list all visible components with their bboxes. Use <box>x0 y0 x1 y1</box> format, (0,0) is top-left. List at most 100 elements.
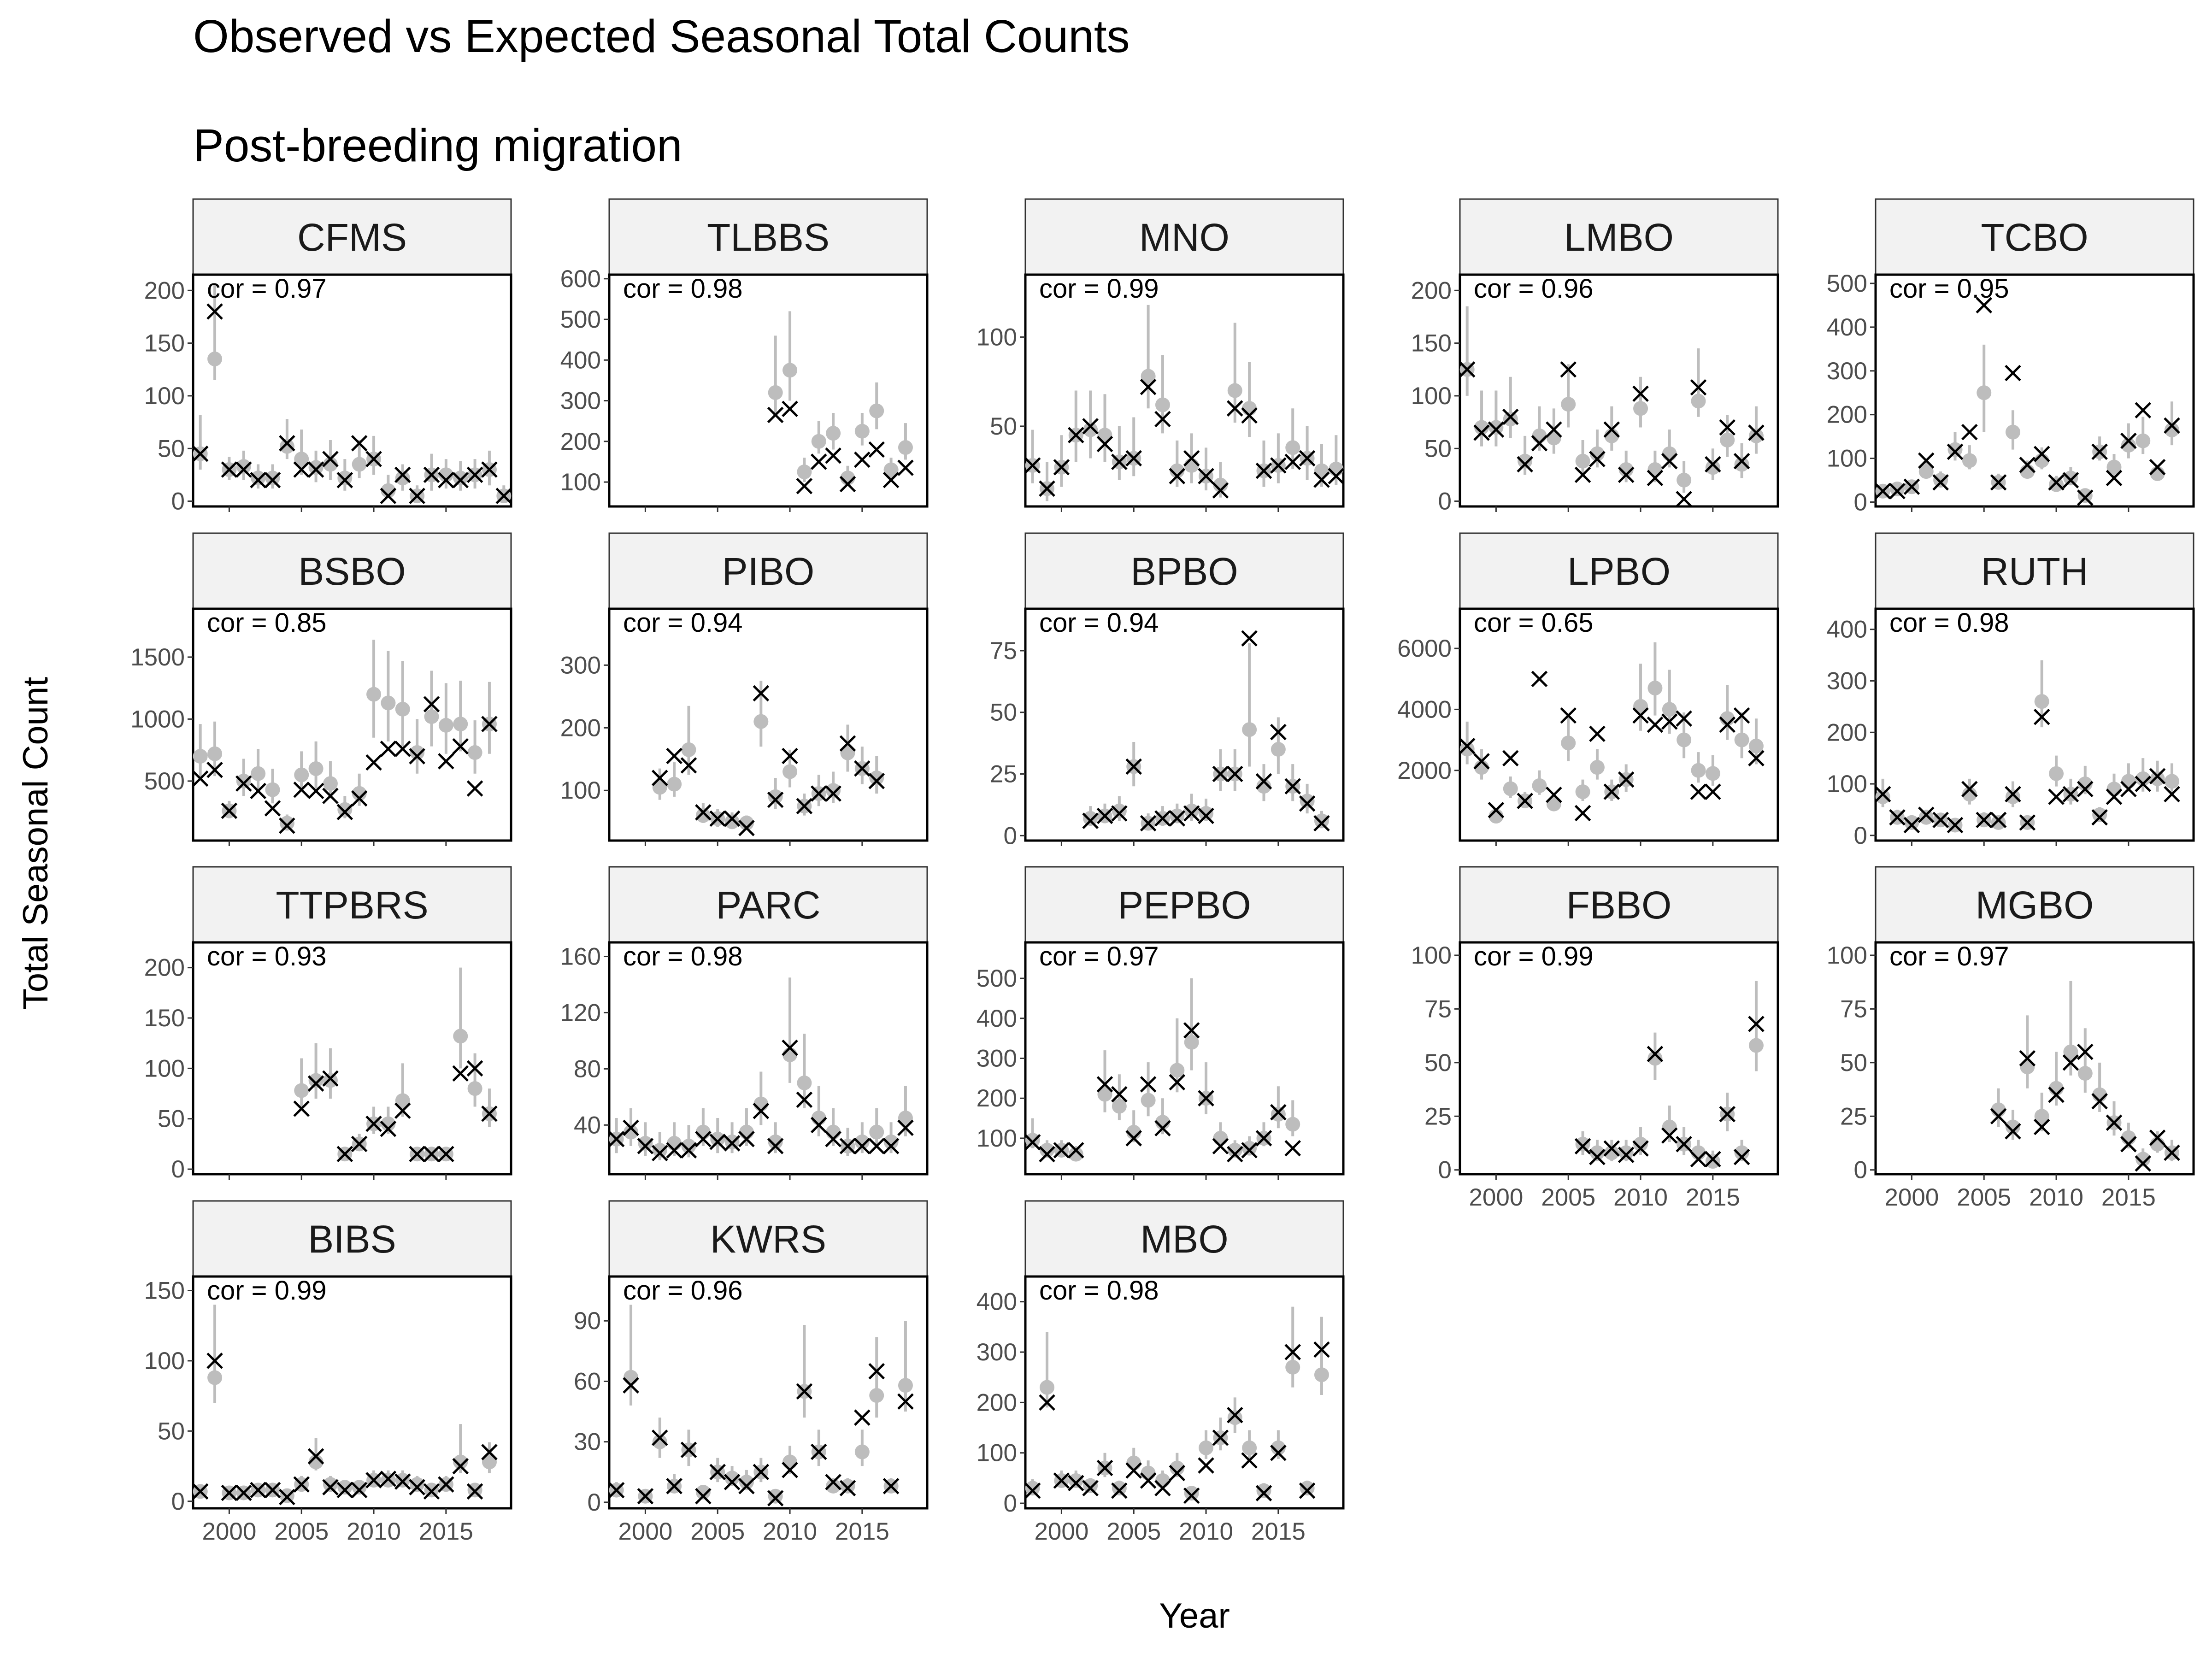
expected-point <box>2136 433 2151 448</box>
expected-point <box>1459 741 1475 757</box>
observed-point <box>782 747 798 765</box>
observed-point <box>1903 817 1920 834</box>
observed-cross-stroke <box>1255 773 1272 790</box>
observed-point <box>2005 1123 2021 1140</box>
expected-point <box>352 1480 367 1495</box>
observed-cross-stroke <box>666 1142 682 1159</box>
expected-point <box>467 745 482 760</box>
observed-point <box>1903 478 1920 495</box>
observed-cross-stroke <box>293 1100 310 1117</box>
expected-point <box>1170 1460 1185 1476</box>
expected-point <box>2092 807 2107 823</box>
observed-point <box>2120 1136 2137 1153</box>
cor-label: cor = 0.97 <box>1039 941 1159 971</box>
observed-point <box>1889 483 1906 500</box>
observed-point <box>235 1484 252 1501</box>
observed-point <box>250 1482 266 1499</box>
observed-point <box>466 1060 483 1077</box>
observed-point <box>811 1443 827 1460</box>
observed-cross-stroke <box>1270 1104 1287 1121</box>
observed-cross-stroke <box>2091 1093 2108 1110</box>
expected-point <box>193 749 208 764</box>
expected-point <box>352 457 367 472</box>
observed-point <box>1140 815 1157 832</box>
expected-point <box>1677 732 1692 747</box>
observed-point <box>1661 713 1678 730</box>
observed-cross-stroke <box>322 1070 339 1087</box>
expected-point <box>337 802 353 817</box>
panel-border <box>608 273 929 508</box>
observed-cross-stroke <box>192 770 209 787</box>
y-tick-label: 75 <box>1424 995 1452 1023</box>
observed-cross-stroke <box>264 472 281 488</box>
expected-point <box>883 462 899 477</box>
expected-point <box>2164 774 2179 789</box>
observed-cross-stroke <box>307 782 324 800</box>
observed-cross-stroke <box>1546 786 1562 803</box>
observed-point <box>695 1488 712 1505</box>
observed-cross-stroke <box>1976 297 1992 314</box>
expected-point <box>1141 369 1156 384</box>
observed-point <box>307 461 324 478</box>
observed-point <box>2091 1093 2108 1110</box>
observed-point <box>1574 1138 1591 1155</box>
observed-cross-stroke <box>1313 1341 1330 1358</box>
observed-point <box>438 1476 454 1493</box>
observed-cross-stroke <box>438 1476 454 1493</box>
observed-cross-stroke <box>1313 471 1330 488</box>
observed-cross-stroke <box>1676 491 1692 507</box>
y-tick-label: 75 <box>1840 995 1867 1023</box>
observed-point <box>1459 361 1476 378</box>
observed-point <box>1024 1134 1041 1151</box>
observed-point <box>221 802 238 819</box>
observed-cross-stroke <box>1053 459 1070 476</box>
observed-point <box>1299 450 1316 467</box>
observed-cross-stroke <box>322 451 339 467</box>
observed-cross-stroke <box>666 747 682 765</box>
observed-cross-stroke <box>623 1119 639 1136</box>
observed-point <box>1313 815 1330 832</box>
observed-cross-stroke <box>2077 781 2094 797</box>
observed-point <box>796 1091 813 1108</box>
expected-point <box>1083 1478 1098 1493</box>
observed-point <box>279 817 295 834</box>
expected-point <box>1068 1473 1083 1488</box>
y-tick-label: 0 <box>1854 1157 1867 1184</box>
expected-point <box>1604 1145 1619 1160</box>
observed-cross-stroke <box>279 1488 295 1506</box>
strip-bsbo <box>192 532 512 610</box>
observed-point <box>1589 725 1606 742</box>
observed-point <box>351 435 368 452</box>
cor-label: cor = 0.94 <box>1039 608 1159 638</box>
observed-cross-stroke <box>1889 483 1906 500</box>
observed-point <box>1473 753 1490 770</box>
observed-cross-stroke <box>1169 1465 1186 1482</box>
cor-label: cor = 0.95 <box>1889 274 2009 304</box>
observed-point <box>1531 435 1548 452</box>
observed-point <box>738 1131 755 1147</box>
strip-label: LPBO <box>1567 550 1671 593</box>
observed-cross-stroke <box>1647 716 1664 733</box>
observed-point <box>1169 1465 1186 1482</box>
observed-point <box>897 459 914 476</box>
observed-point <box>409 1146 425 1163</box>
observed-point <box>623 1119 639 1136</box>
expected-point <box>352 786 367 801</box>
observed-cross-stroke <box>293 461 310 478</box>
observed-point <box>423 466 440 483</box>
expected-point <box>236 459 251 474</box>
observed-cross-stroke <box>1618 771 1635 788</box>
strip-label: FBBO <box>1566 883 1672 927</box>
expected-point <box>294 452 309 467</box>
y-tick-label: 6000 <box>1397 635 1452 662</box>
observed-point <box>1488 421 1505 438</box>
expected-point <box>2034 1109 2049 1124</box>
observed-point <box>868 1138 885 1154</box>
y-tick-label: 25 <box>1424 1103 1452 1130</box>
observed-point <box>709 810 726 827</box>
observed-cross-stroke <box>1748 750 1765 767</box>
observed-cross-stroke <box>738 1131 755 1147</box>
strip-mbo <box>1024 1200 1344 1277</box>
observed-cross-stroke <box>2062 786 2079 803</box>
observed-point <box>1154 411 1171 428</box>
